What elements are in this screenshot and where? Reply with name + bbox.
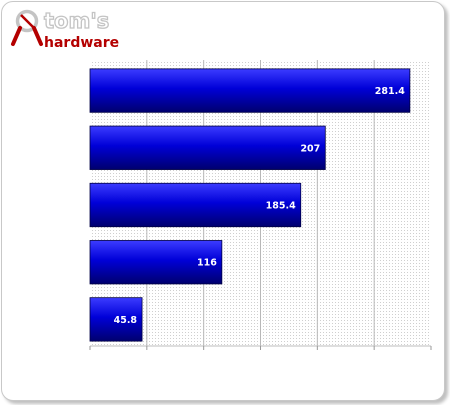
logo-wordmark-toms: tom's (44, 9, 109, 33)
bar-5 (89, 297, 143, 342)
bar-label-5: 45.8 (114, 315, 138, 326)
magnifier-tools-icon (11, 9, 43, 46)
bar-1 (89, 68, 411, 113)
bar-label-2: 207 (300, 143, 320, 154)
bars (89, 68, 411, 342)
bar-3 (89, 182, 302, 228)
x-axis-ticks (89, 346, 432, 350)
bar-label-1: 281.4 (375, 86, 405, 97)
bar-chart: 281.4 207 185.4 116 45.8 (89, 60, 432, 350)
bar-labels: 281.4 207 185.4 116 45.8 (114, 86, 406, 326)
bar-label-3: 185.4 (266, 201, 296, 212)
logo-wordmark-hardware: hardware (44, 35, 119, 51)
bar-label-4: 116 (197, 258, 217, 269)
bar-4 (89, 240, 223, 285)
toms-hardware-logo: tom's hardware (11, 8, 119, 51)
bar-2 (89, 125, 326, 170)
chart-card: tom's hardware 281.4 207 185.4 116 45.8 (1, 1, 445, 401)
